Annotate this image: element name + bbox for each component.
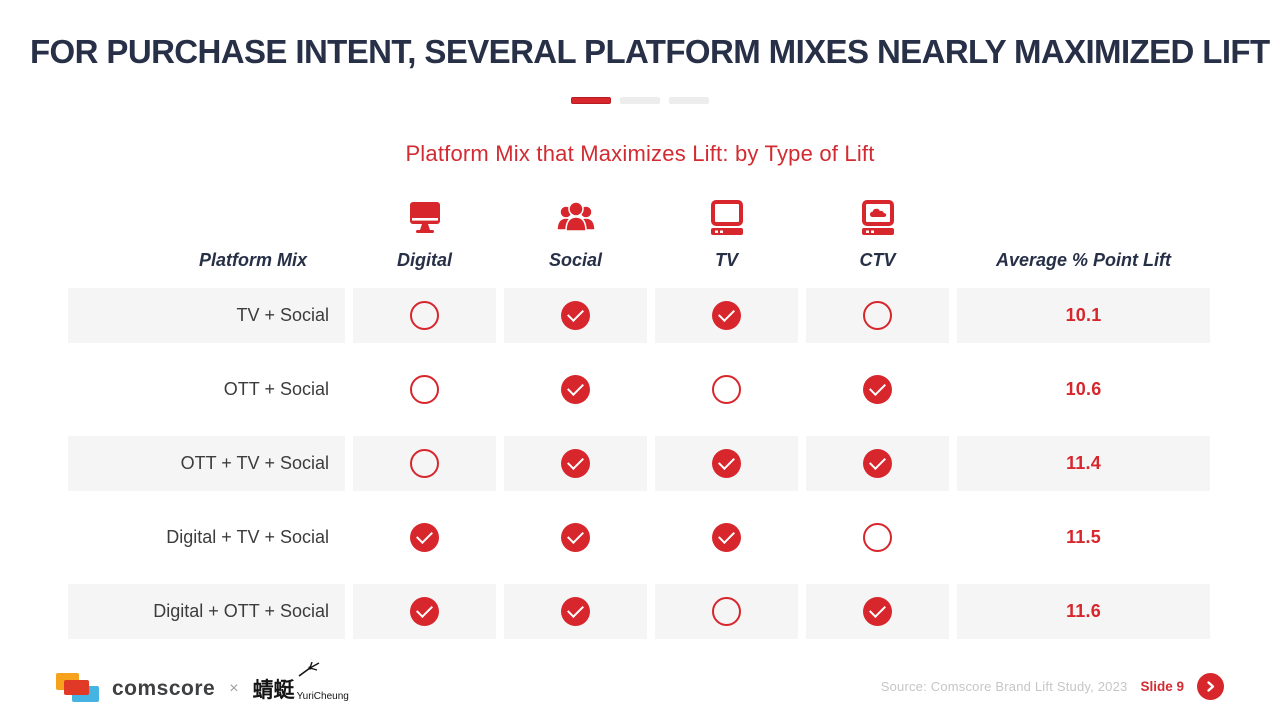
check-icon bbox=[712, 449, 741, 478]
check-icon bbox=[863, 523, 892, 552]
column-header-social: Social bbox=[548, 249, 603, 270]
check-icon bbox=[561, 597, 590, 626]
row-label: OTT + Social bbox=[223, 379, 329, 399]
icon-header-row bbox=[68, 192, 1210, 240]
people-icon bbox=[504, 192, 647, 240]
check-icon bbox=[410, 597, 439, 626]
row-label: OTT + TV + Social bbox=[68, 436, 345, 491]
check-icon bbox=[863, 597, 892, 626]
platform-mix-table: Platform Mix Digital Social TV CTV Avera… bbox=[68, 192, 1210, 639]
table-row: OTT + Social 10.6 bbox=[68, 362, 1210, 417]
footer-meta-area: Source: Comscore Brand Lift Study, 2023 … bbox=[881, 673, 1224, 700]
comscore-wordmark: comscore bbox=[112, 676, 216, 700]
check-icon bbox=[863, 375, 892, 404]
partner-cjk-wordmark: 蜻蜓 bbox=[252, 678, 295, 702]
row-label: Digital + OTT + Social bbox=[68, 584, 345, 639]
comscore-logo-icon bbox=[56, 673, 102, 704]
check-icon bbox=[410, 523, 439, 552]
progress-bar-active[interactable] bbox=[571, 97, 611, 104]
chart-subtitle: Platform Mix that Maximizes Lift: by Typ… bbox=[405, 141, 875, 166]
table-row: Digital + TV + Social 11.5 bbox=[68, 510, 1210, 565]
progress-bar[interactable] bbox=[669, 97, 709, 104]
column-header-row: Platform Mix Digital Social TV CTV Avera… bbox=[68, 246, 1210, 274]
table-row: OTT + TV + Social 11.4 bbox=[68, 436, 1210, 491]
check-icon bbox=[712, 301, 741, 330]
table-row: TV + Social 10.1 bbox=[68, 288, 1210, 343]
row-label: TV + Social bbox=[68, 288, 345, 343]
lift-value: 11.6 bbox=[957, 584, 1210, 639]
dragonfly-icon bbox=[297, 661, 321, 683]
check-icon bbox=[863, 449, 892, 478]
chevron-right-icon bbox=[1207, 681, 1215, 692]
column-header-digital: Digital bbox=[396, 249, 452, 270]
partner-logo: 蜻蜓 YuriCheung bbox=[252, 661, 349, 704]
column-header-platform-mix: Platform Mix bbox=[198, 249, 307, 270]
page-title: FOR PURCHASE INTENT, SEVERAL PLATFORM MI… bbox=[30, 33, 1270, 70]
footer-brand-area: comscore × 蜻蜓 YuriCheung bbox=[56, 661, 349, 704]
monitor-icon bbox=[353, 192, 496, 240]
check-icon bbox=[561, 301, 590, 330]
lift-value: 11.5 bbox=[1066, 527, 1101, 547]
table-row: Digital + OTT + Social 11.6 bbox=[68, 584, 1210, 639]
check-icon bbox=[712, 597, 741, 626]
progress-bar[interactable] bbox=[620, 97, 660, 104]
check-icon bbox=[561, 523, 590, 552]
slide-number: Slide 9 bbox=[1140, 679, 1184, 694]
check-icon bbox=[410, 301, 439, 330]
column-header-avg-lift: Average % Point Lift bbox=[995, 249, 1172, 270]
check-icon bbox=[410, 449, 439, 478]
ctv-cloud-icon bbox=[806, 192, 949, 240]
column-header-ctv: CTV bbox=[859, 249, 896, 270]
check-icon bbox=[561, 375, 590, 404]
row-label: Digital + TV + Social bbox=[166, 527, 329, 547]
lift-value: 11.4 bbox=[957, 436, 1210, 491]
next-slide-button[interactable] bbox=[1197, 673, 1224, 700]
check-icon bbox=[561, 449, 590, 478]
partner-name-label: YuriCheung bbox=[296, 690, 349, 702]
lift-value: 10.6 bbox=[1065, 379, 1102, 399]
check-icon bbox=[863, 301, 892, 330]
check-icon bbox=[712, 375, 741, 404]
check-icon bbox=[410, 375, 439, 404]
column-header-tv: TV bbox=[714, 249, 738, 270]
collab-x-separator: × bbox=[229, 679, 239, 697]
tv-icon bbox=[655, 192, 798, 240]
slide-progress-bars bbox=[0, 97, 1280, 104]
check-icon bbox=[712, 523, 741, 552]
lift-value: 10.1 bbox=[957, 288, 1210, 343]
source-attribution: Source: Comscore Brand Lift Study, 2023 bbox=[880, 679, 1128, 694]
